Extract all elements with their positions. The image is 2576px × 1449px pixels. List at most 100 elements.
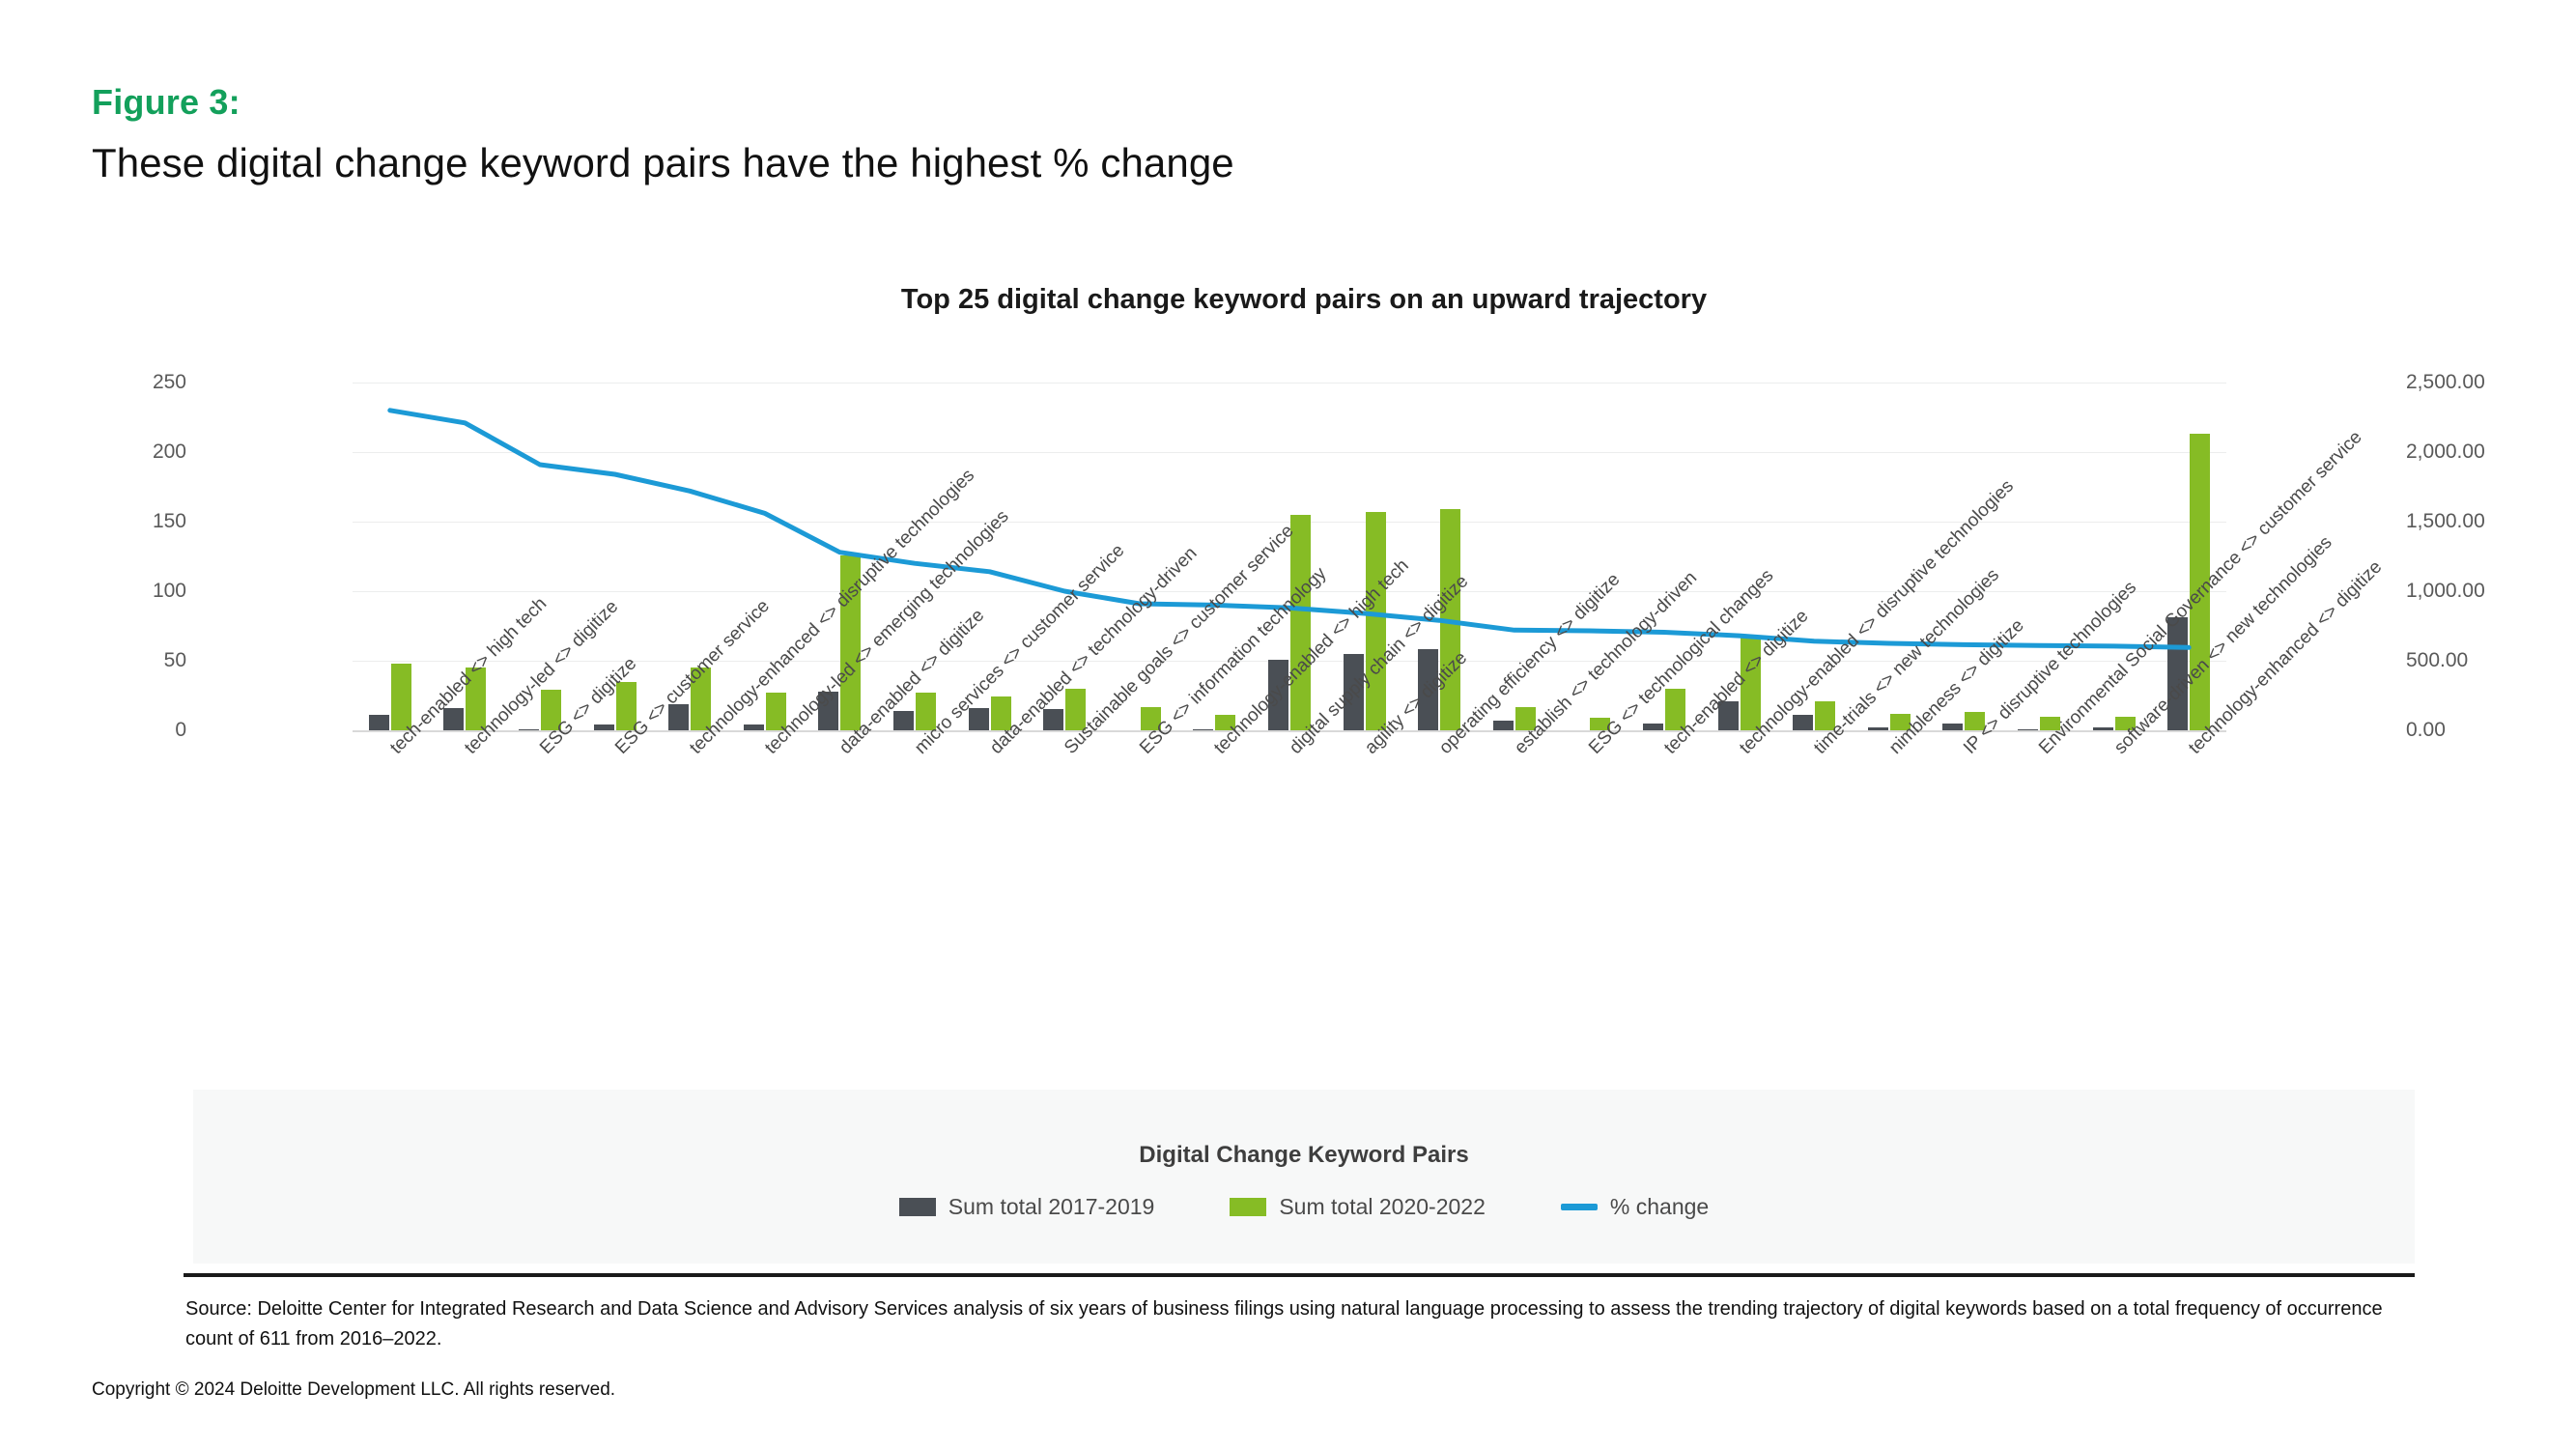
bar-sum-total-2017-2019[interactable] <box>743 724 764 730</box>
plot-area: 0 50 100 150 200 250 0.00 500.00 1,000.00 1,500.… <box>153 371 2485 758</box>
bar-sum-total-2020-2022[interactable] <box>1815 700 1836 730</box>
chart-container: Top 25 digital change keyword pairs on a… <box>153 270 2485 1265</box>
bar-group[interactable] <box>1102 383 1177 730</box>
y-tick-label: 0 <box>175 719 186 741</box>
legend-panel: Digital Change Keyword Pairs Sum total 2… <box>193 1090 2415 1264</box>
y2-tick-label: 1,000.00 <box>2406 580 2485 602</box>
bar-group[interactable] <box>502 383 578 730</box>
bar-sum-total-2020-2022[interactable] <box>691 668 712 730</box>
bar-sum-total-2020-2022[interactable] <box>1065 688 1087 730</box>
bar-sum-total-2020-2022[interactable] <box>1140 706 1161 730</box>
y2-tick-label: 0.00 <box>2406 719 2446 741</box>
bar-sum-total-2017-2019[interactable] <box>1343 653 1364 730</box>
bar-group[interactable] <box>1027 383 1102 730</box>
bar-group[interactable] <box>952 383 1028 730</box>
bar-sum-total-2017-2019[interactable] <box>818 691 839 730</box>
y-tick-label: 150 <box>152 510 186 532</box>
legend-label: Sum total 2020-2022 <box>1279 1194 1486 1219</box>
bar-group[interactable] <box>652 383 727 730</box>
y-tick-label: 50 <box>163 649 186 671</box>
gridline <box>353 522 2226 523</box>
page-title: These digital change keyword pairs have … <box>92 140 1234 185</box>
bar-sum-total-2017-2019[interactable] <box>1942 723 1964 730</box>
bar-group[interactable] <box>1776 383 1852 730</box>
legend-label: Sum total 2017-2019 <box>948 1194 1155 1219</box>
bar-group[interactable] <box>1552 383 1628 730</box>
percent-change-line <box>353 383 2226 730</box>
legend-item[interactable]: Sum total 2017-2019 <box>898 1194 1155 1220</box>
chart-title: Top 25 digital change keyword pairs on a… <box>900 284 1708 315</box>
bar-sum-total-2020-2022[interactable] <box>765 693 786 730</box>
bar-sum-total-2017-2019[interactable] <box>2017 728 2038 730</box>
bar-sum-total-2020-2022[interactable] <box>390 663 411 730</box>
y-tick-label: 100 <box>152 580 186 602</box>
bar-sum-total-2020-2022[interactable] <box>1889 713 1911 730</box>
bar-sum-total-2017-2019[interactable] <box>1867 727 1888 730</box>
bar-group[interactable] <box>428 383 503 730</box>
bar-sum-total-2017-2019[interactable] <box>968 707 989 730</box>
bar-sum-total-2017-2019[interactable] <box>892 710 914 730</box>
bar-sum-total-2017-2019[interactable] <box>1717 700 1739 730</box>
bar-group[interactable] <box>877 383 952 730</box>
bar-group[interactable] <box>1252 383 1327 730</box>
legend: Sum total 2017-2019 Sum total 2020-2022 % … <box>193 1194 2415 1220</box>
bar-sum-total-2017-2019[interactable] <box>1492 720 1514 730</box>
bar-group[interactable] <box>2001 383 2077 730</box>
bar-group[interactable] <box>1627 383 1702 730</box>
bar-group[interactable] <box>578 383 653 730</box>
bar-sum-total-2017-2019[interactable] <box>1193 728 1214 730</box>
bar-sum-total-2020-2022[interactable] <box>1289 514 1311 730</box>
bar-sum-total-2017-2019[interactable] <box>1793 715 1814 730</box>
bar-sum-total-2020-2022[interactable] <box>466 668 487 730</box>
bar-sum-total-2020-2022[interactable] <box>1365 511 1386 730</box>
y-tick-label: 200 <box>152 440 186 463</box>
bar-sum-total-2020-2022[interactable] <box>540 690 561 730</box>
bar-sum-total-2017-2019[interactable] <box>1418 649 1439 730</box>
gridline <box>353 730 2226 732</box>
bar-sum-total-2020-2022[interactable] <box>840 554 862 730</box>
bar-sum-total-2017-2019[interactable] <box>1267 659 1288 730</box>
bar-sum-total-2020-2022[interactable] <box>615 681 637 730</box>
gridline <box>353 383 2226 384</box>
bar-group[interactable] <box>1477 383 1552 730</box>
bar-sum-total-2017-2019[interactable] <box>443 707 465 730</box>
bar-sum-total-2020-2022[interactable] <box>1215 715 1236 730</box>
x-axis-title: Digital Change Keyword Pairs <box>1139 1142 1469 1168</box>
bar-sum-total-2020-2022[interactable] <box>2114 716 2136 730</box>
bar-sum-total-2020-2022[interactable] <box>990 696 1011 730</box>
bar-sum-total-2017-2019[interactable] <box>518 728 539 730</box>
bar-sum-total-2020-2022[interactable] <box>2190 434 2211 730</box>
bar-sum-total-2017-2019[interactable] <box>593 724 614 730</box>
bar-group[interactable] <box>1852 383 1927 730</box>
bar-sum-total-2017-2019[interactable] <box>368 715 389 730</box>
bar-sum-total-2017-2019[interactable] <box>2092 727 2113 730</box>
bar-sum-total-2020-2022[interactable] <box>1664 688 1685 730</box>
footer-divider <box>184 1273 2415 1277</box>
bar-group[interactable] <box>803 383 878 730</box>
y2-tick-label: 500.00 <box>2406 649 2469 671</box>
legend-color-swatch <box>898 1198 936 1216</box>
legend-color-swatch <box>1230 1198 1267 1216</box>
figure-label: Figure 3: <box>92 82 241 122</box>
y2-tick-label: 2,500.00 <box>2406 371 2485 393</box>
legend-item[interactable]: Sum total 2020-2022 <box>1230 1194 1486 1220</box>
bar-sum-total-2020-2022[interactable] <box>915 693 936 730</box>
source-note: Source: Deloitte Center for Integrated R… <box>185 1298 2383 1350</box>
bar-group[interactable] <box>1177 383 1253 730</box>
bar-group[interactable] <box>2077 383 2152 730</box>
legend-item[interactable]: % change <box>1560 1194 1709 1220</box>
legend-line-swatch <box>1560 1204 1598 1210</box>
bar-group[interactable] <box>727 383 803 730</box>
bar-sum-total-2020-2022[interactable] <box>1965 712 1986 730</box>
bar-group[interactable] <box>353 383 428 730</box>
bar-sum-total-2017-2019[interactable] <box>1043 709 1064 730</box>
bar-group[interactable] <box>1327 383 1402 730</box>
bar-sum-total-2017-2019[interactable] <box>1642 723 1663 730</box>
bar-sum-total-2017-2019[interactable] <box>668 703 690 730</box>
bar-sum-total-2020-2022[interactable] <box>1514 706 1536 730</box>
bar-sum-total-2020-2022[interactable] <box>2039 716 2060 730</box>
bar-group[interactable] <box>1927 383 2002 730</box>
bar-sum-total-2020-2022[interactable] <box>1590 718 1611 730</box>
bar-group[interactable] <box>1702 383 1777 730</box>
bar-sum-total-2020-2022[interactable] <box>1740 637 1761 730</box>
